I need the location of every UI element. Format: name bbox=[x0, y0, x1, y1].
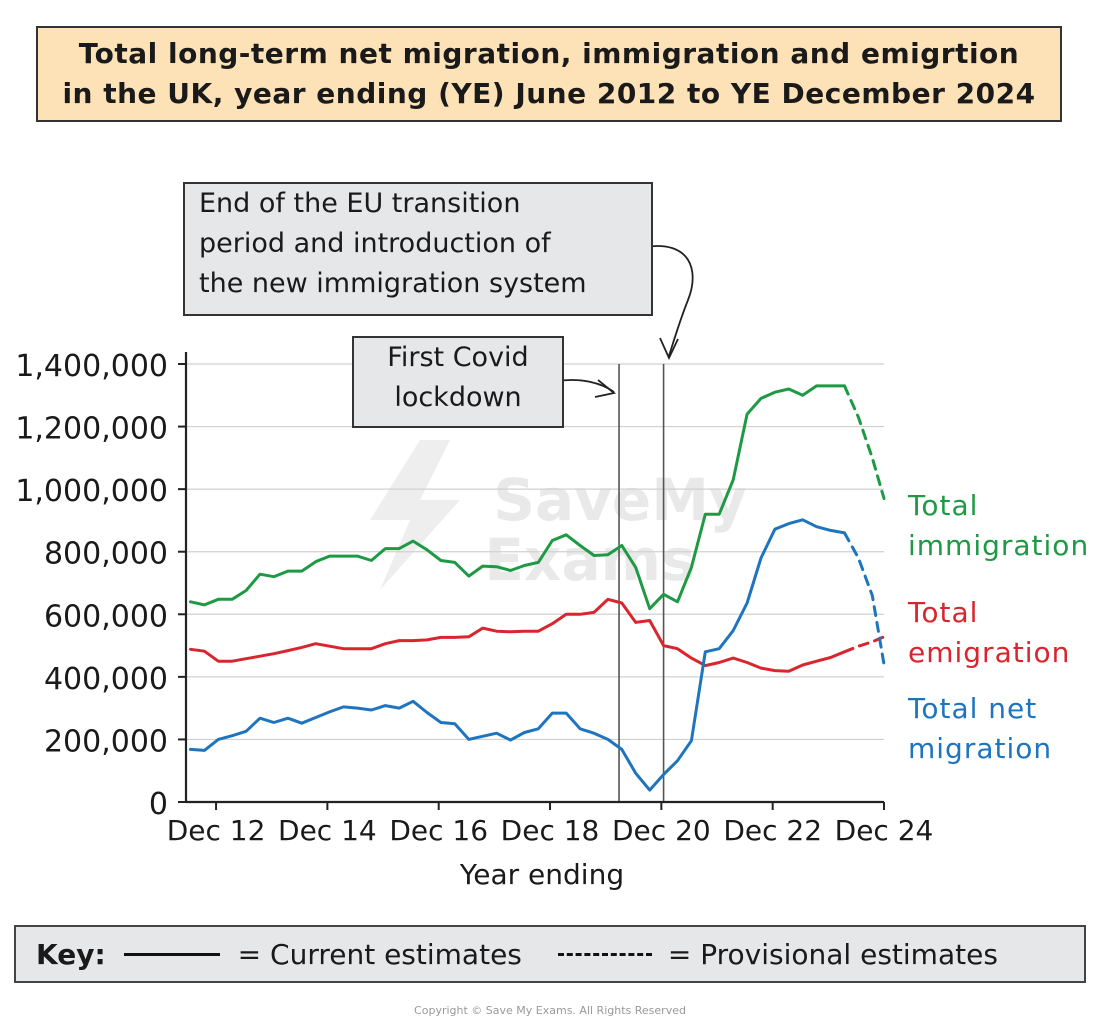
line-style-key: Key: = Current estimates = Provisional e… bbox=[14, 925, 1086, 983]
y-tick-label: 1,000,000 bbox=[15, 474, 168, 509]
solid-line-swatch bbox=[123, 952, 220, 956]
covid-callout-line-1: First Covid bbox=[387, 342, 529, 373]
series-lines bbox=[189, 384, 886, 792]
axes: 0 200,000 400,000 600,000 800,000 1,000,000 1,… bbox=[15, 349, 933, 891]
x-tick-label: Dec 18 bbox=[501, 814, 600, 847]
eu-callout-line-1: End of the EU transition bbox=[199, 188, 521, 219]
title-line-1: Total long-term net migration, immigrati… bbox=[78, 37, 1020, 70]
event-lines bbox=[618, 364, 665, 802]
watermark-text-1: SaveMy bbox=[493, 466, 747, 534]
watermark-text-2: Exams bbox=[484, 526, 695, 594]
legend-label: emigration bbox=[908, 636, 1070, 669]
x-tick-label: Dec 22 bbox=[723, 814, 822, 847]
y-tick-label: 200,000 bbox=[44, 724, 168, 759]
covid-callout-line-2: lockdown bbox=[394, 382, 522, 413]
series-line-current bbox=[189, 384, 846, 611]
eu-arrow bbox=[644, 245, 694, 357]
x-tick-label: Dec 16 bbox=[389, 814, 488, 847]
y-tick-label: 600,000 bbox=[44, 599, 168, 634]
x-tick-label: Dec 14 bbox=[278, 814, 377, 847]
legend-label: immigration bbox=[908, 529, 1089, 562]
key-current-label: = Current estimates bbox=[237, 937, 522, 971]
legend-label: Total net bbox=[907, 692, 1037, 725]
x-axis-title: Year ending bbox=[459, 858, 624, 891]
legend-label: migration bbox=[908, 732, 1052, 765]
key-provisional-label: = Provisional estimates bbox=[667, 937, 998, 971]
title-line-2: in the UK, year ending (YE) June 2012 to… bbox=[62, 77, 1036, 110]
series-line-provisional bbox=[843, 635, 886, 654]
y-tick-label: 800,000 bbox=[44, 537, 168, 572]
y-tick-label: 400,000 bbox=[44, 662, 168, 697]
legend-label: Total bbox=[907, 489, 978, 522]
dashed-line-swatch bbox=[557, 952, 652, 956]
y-tick-label: 1,200,000 bbox=[15, 412, 168, 447]
series-line-current bbox=[189, 597, 846, 673]
y-tick-label: 0 bbox=[149, 787, 168, 822]
covid-arrow-head-icon bbox=[594, 379, 617, 398]
legend: Total immigration Total emigration Total net… bbox=[907, 489, 1089, 765]
series-line-current bbox=[189, 518, 846, 792]
x-tick-label: Dec 24 bbox=[835, 814, 934, 847]
key-label: Key: bbox=[36, 937, 106, 971]
copyright-notice: Copyright © Save My Exams. All Rights Re… bbox=[414, 1004, 686, 1017]
series-line-provisional bbox=[843, 531, 886, 666]
chart-title: Total long-term net migration, immigrati… bbox=[36, 26, 1062, 122]
covid-lockdown-callout: First Covid lockdown bbox=[352, 336, 564, 428]
watermark-bolt-icon bbox=[370, 440, 460, 590]
x-tick-label: Dec 20 bbox=[612, 814, 711, 847]
y-tick-label: 1,400,000 bbox=[15, 349, 168, 384]
series-line-provisional bbox=[843, 384, 886, 500]
eu-arrow-head-icon bbox=[659, 337, 679, 361]
x-tick-label: Dec 12 bbox=[167, 814, 266, 847]
eu-callout-line-2: period and introduction of bbox=[199, 228, 551, 259]
legend-label: Total bbox=[907, 596, 978, 629]
eu-callout-line-3: the new immigration system bbox=[199, 268, 587, 299]
eu-transition-callout: End of the EU transition period and intr… bbox=[183, 182, 653, 316]
